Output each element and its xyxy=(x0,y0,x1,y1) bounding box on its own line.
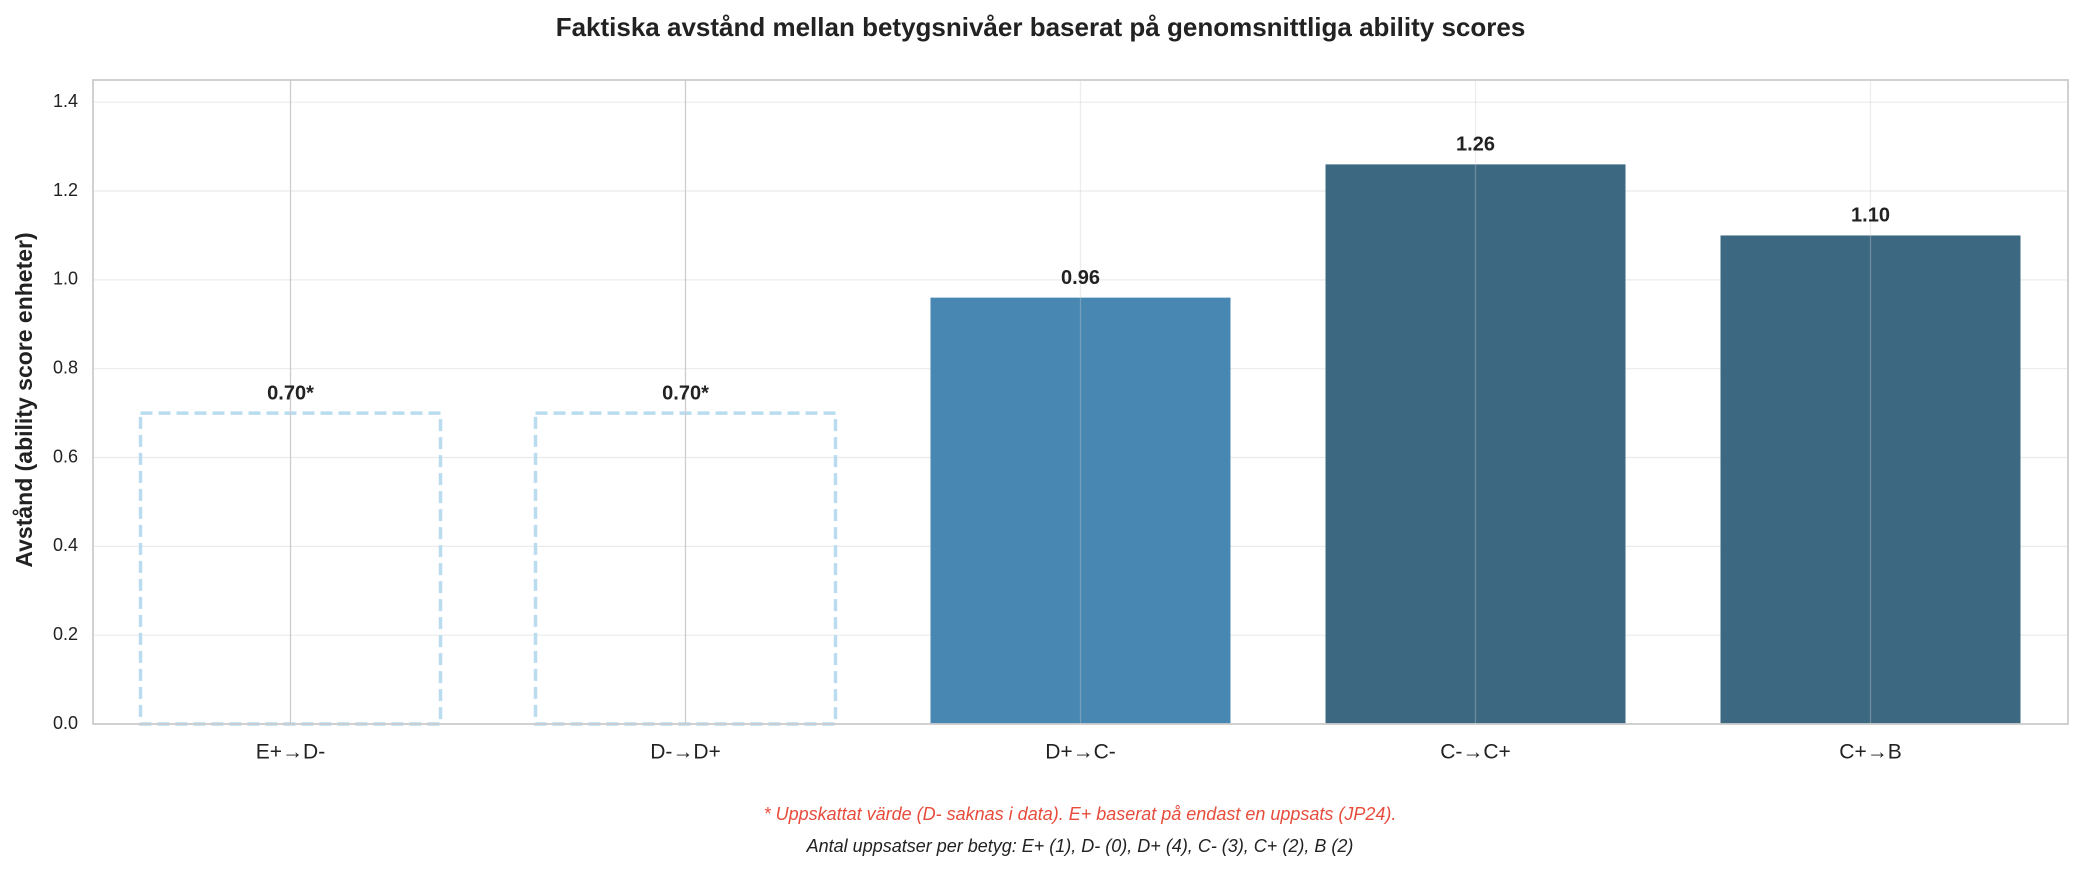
bar-value-label: 0.70* xyxy=(662,382,709,404)
x-tick-label: E+→D- xyxy=(256,741,325,764)
bar xyxy=(1325,164,1626,724)
labels-layer: 0.0 0.2 0.4 0.6 0.8 1.0 1.2 1.4 0.70* E+→D- 0.70* D… xyxy=(53,91,1902,764)
plot-frame xyxy=(92,79,2069,725)
vertical-grid-layer xyxy=(289,80,1872,724)
y-tick-label: 0.4 xyxy=(53,535,78,555)
y-tick-label: 1.4 xyxy=(53,91,78,111)
y-tick-label: 0.8 xyxy=(53,357,78,377)
footnote-counts: Antal uppsatser per betyg: E+ (1), D- (0… xyxy=(806,836,1354,856)
y-tick-label: 0.2 xyxy=(53,624,78,644)
axes-layer xyxy=(92,79,2069,725)
x-tick-label: C-→C+ xyxy=(1440,741,1511,764)
bar-value-label: 1.26 xyxy=(1456,134,1495,156)
bar-value-label: 0.96 xyxy=(1061,267,1100,289)
y-tick-label: 0.6 xyxy=(53,446,78,466)
footnote-estimate: * Uppskattat värde (D- saknas i data). E… xyxy=(764,804,1397,824)
bar xyxy=(930,297,1231,724)
y-tick-label: 1.0 xyxy=(53,269,78,289)
bars-layer xyxy=(138,164,2021,726)
bar-value-label: 1.10 xyxy=(1851,205,1890,227)
x-tick-label: D-→D+ xyxy=(650,741,721,764)
y-axis-label: Avstånd (ability score enheter) xyxy=(11,232,37,567)
x-tick-label: C+→B xyxy=(1839,741,1901,764)
x-tick-label: D+→C- xyxy=(1045,741,1116,764)
chart-title: Faktiska avstånd mellan betygsnivåer bas… xyxy=(556,12,1526,42)
y-tick-label: 1.2 xyxy=(53,180,78,200)
bar xyxy=(1720,235,2021,724)
y-tick-label: 0.0 xyxy=(53,713,78,733)
bar-value-label: 0.70* xyxy=(267,382,314,404)
